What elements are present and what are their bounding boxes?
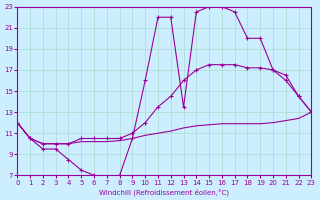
X-axis label: Windchill (Refroidissement éolien,°C): Windchill (Refroidissement éolien,°C) — [100, 188, 229, 196]
